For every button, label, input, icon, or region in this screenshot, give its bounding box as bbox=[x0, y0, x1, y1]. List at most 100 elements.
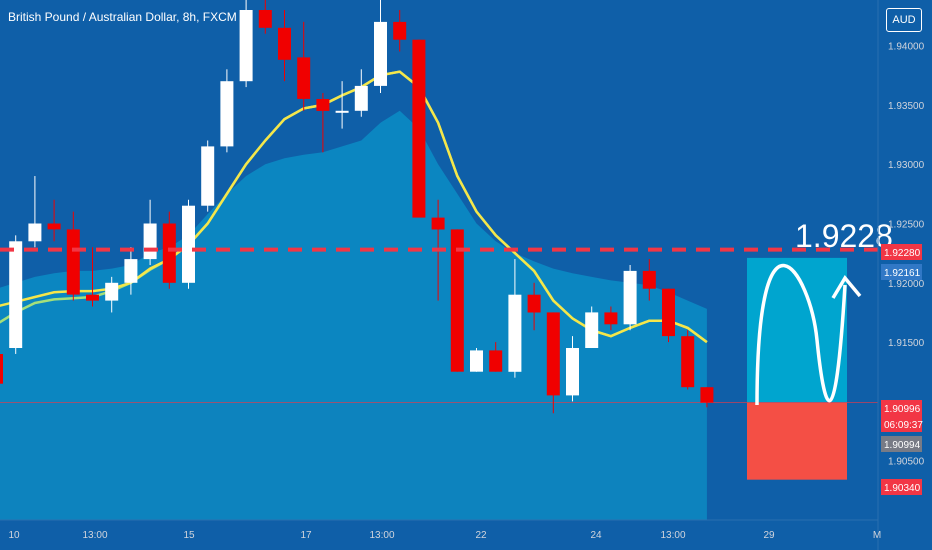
candle bbox=[66, 211, 80, 301]
candle bbox=[642, 259, 656, 301]
candle-body bbox=[604, 312, 618, 325]
candle bbox=[604, 306, 618, 331]
candle bbox=[278, 10, 291, 82]
candle bbox=[470, 348, 483, 372]
x-tick-label: 10 bbox=[8, 530, 20, 541]
candle-body bbox=[585, 312, 599, 348]
currency-button[interactable]: AUD bbox=[886, 8, 922, 32]
y-tick-label: 1.92500 bbox=[888, 220, 925, 231]
candle bbox=[662, 288, 675, 343]
x-tick-label: 13:00 bbox=[369, 530, 394, 541]
candle bbox=[182, 199, 195, 289]
candle bbox=[335, 81, 349, 129]
candle bbox=[700, 387, 714, 408]
price-badge: 1.90340 bbox=[881, 479, 922, 495]
candle bbox=[105, 276, 119, 313]
price-badge-text: 1.92280 bbox=[884, 248, 921, 259]
candle-body bbox=[278, 27, 291, 60]
candle bbox=[585, 306, 599, 349]
price-badge-text: 1.90994 bbox=[884, 440, 921, 451]
price-badge-bg bbox=[881, 436, 922, 452]
x-tick-label: 24 bbox=[590, 530, 602, 541]
candle-body bbox=[489, 350, 503, 372]
x-tick-label: 13:00 bbox=[82, 530, 107, 541]
candle-body bbox=[28, 223, 42, 242]
area-layer bbox=[0, 110, 707, 520]
candle-body bbox=[623, 270, 637, 325]
candle-body bbox=[220, 81, 234, 147]
candle-body bbox=[508, 294, 522, 372]
x-tick-label: 15 bbox=[183, 530, 195, 541]
chart-title: British Pound / Australian Dollar, 8h, F… bbox=[8, 10, 237, 24]
candle-body bbox=[470, 350, 483, 372]
candle-body bbox=[143, 223, 157, 260]
candle-body bbox=[105, 282, 119, 301]
x-tick-label: 29 bbox=[763, 530, 775, 541]
candle bbox=[681, 330, 695, 390]
price-badge-bg bbox=[881, 264, 922, 280]
candle bbox=[0, 354, 3, 384]
target-label: 1.9228 bbox=[795, 218, 893, 254]
candle-body bbox=[374, 21, 387, 86]
x-tick-label: 22 bbox=[475, 530, 487, 541]
candle bbox=[201, 140, 215, 212]
price-badge-text: 1.92161 bbox=[884, 268, 921, 279]
candle-body bbox=[47, 223, 61, 230]
y-tick-label: 1.92000 bbox=[888, 279, 925, 290]
candle bbox=[354, 69, 368, 117]
candle bbox=[412, 39, 426, 218]
candle-body bbox=[546, 312, 560, 396]
candle bbox=[393, 10, 407, 52]
price-badge: 06:09:37 bbox=[881, 416, 923, 432]
candle-body bbox=[431, 217, 445, 230]
y-tick-label: 1.94000 bbox=[888, 42, 925, 53]
candle bbox=[527, 282, 541, 331]
price-badge-bg bbox=[881, 400, 922, 416]
candle bbox=[124, 247, 138, 295]
candle-body bbox=[258, 10, 272, 28]
y-tick-label: 1.91500 bbox=[888, 338, 925, 349]
candle bbox=[239, 0, 253, 88]
candle bbox=[566, 336, 579, 402]
candle-body bbox=[662, 288, 675, 337]
candle-body bbox=[700, 387, 714, 403]
candle bbox=[450, 229, 464, 372]
y-tick-label: 1.93500 bbox=[888, 101, 925, 112]
candle bbox=[28, 176, 42, 248]
candle-body bbox=[335, 110, 349, 113]
candle-body bbox=[297, 57, 311, 99]
candle-body bbox=[201, 146, 215, 206]
candle-body bbox=[642, 270, 656, 289]
price-badge-bg bbox=[881, 244, 922, 260]
price-badge-bg bbox=[881, 416, 922, 432]
price-badge: 1.92280 bbox=[881, 244, 922, 260]
candle-body bbox=[566, 348, 579, 396]
candle bbox=[86, 247, 99, 307]
candle bbox=[489, 342, 503, 372]
price-badge-bg bbox=[881, 479, 922, 495]
candle-body bbox=[124, 259, 138, 283]
projection-arrowhead bbox=[831, 274, 862, 299]
x-tick-label: M bbox=[873, 530, 881, 541]
candle bbox=[546, 312, 560, 414]
candle bbox=[220, 69, 234, 153]
candle-body bbox=[239, 10, 253, 82]
projection-wave bbox=[755, 263, 847, 406]
annotations: 1.9228 bbox=[0, 218, 893, 406]
candle-body bbox=[162, 223, 176, 283]
candle-body bbox=[0, 354, 3, 384]
candle-body bbox=[450, 229, 464, 372]
candle bbox=[47, 199, 61, 242]
candle bbox=[374, 0, 387, 94]
candle-body bbox=[393, 21, 407, 40]
x-tick-label: 13:00 bbox=[660, 530, 685, 541]
candle-body bbox=[527, 294, 541, 313]
candle-body bbox=[9, 241, 23, 348]
profit-zone bbox=[747, 257, 847, 403]
x-tick-label: 17 bbox=[300, 530, 312, 541]
price-badge: 1.92161 bbox=[881, 264, 922, 280]
price-badge-text: 1.90340 bbox=[884, 483, 921, 494]
candle-body bbox=[66, 229, 80, 295]
candle bbox=[316, 93, 330, 153]
